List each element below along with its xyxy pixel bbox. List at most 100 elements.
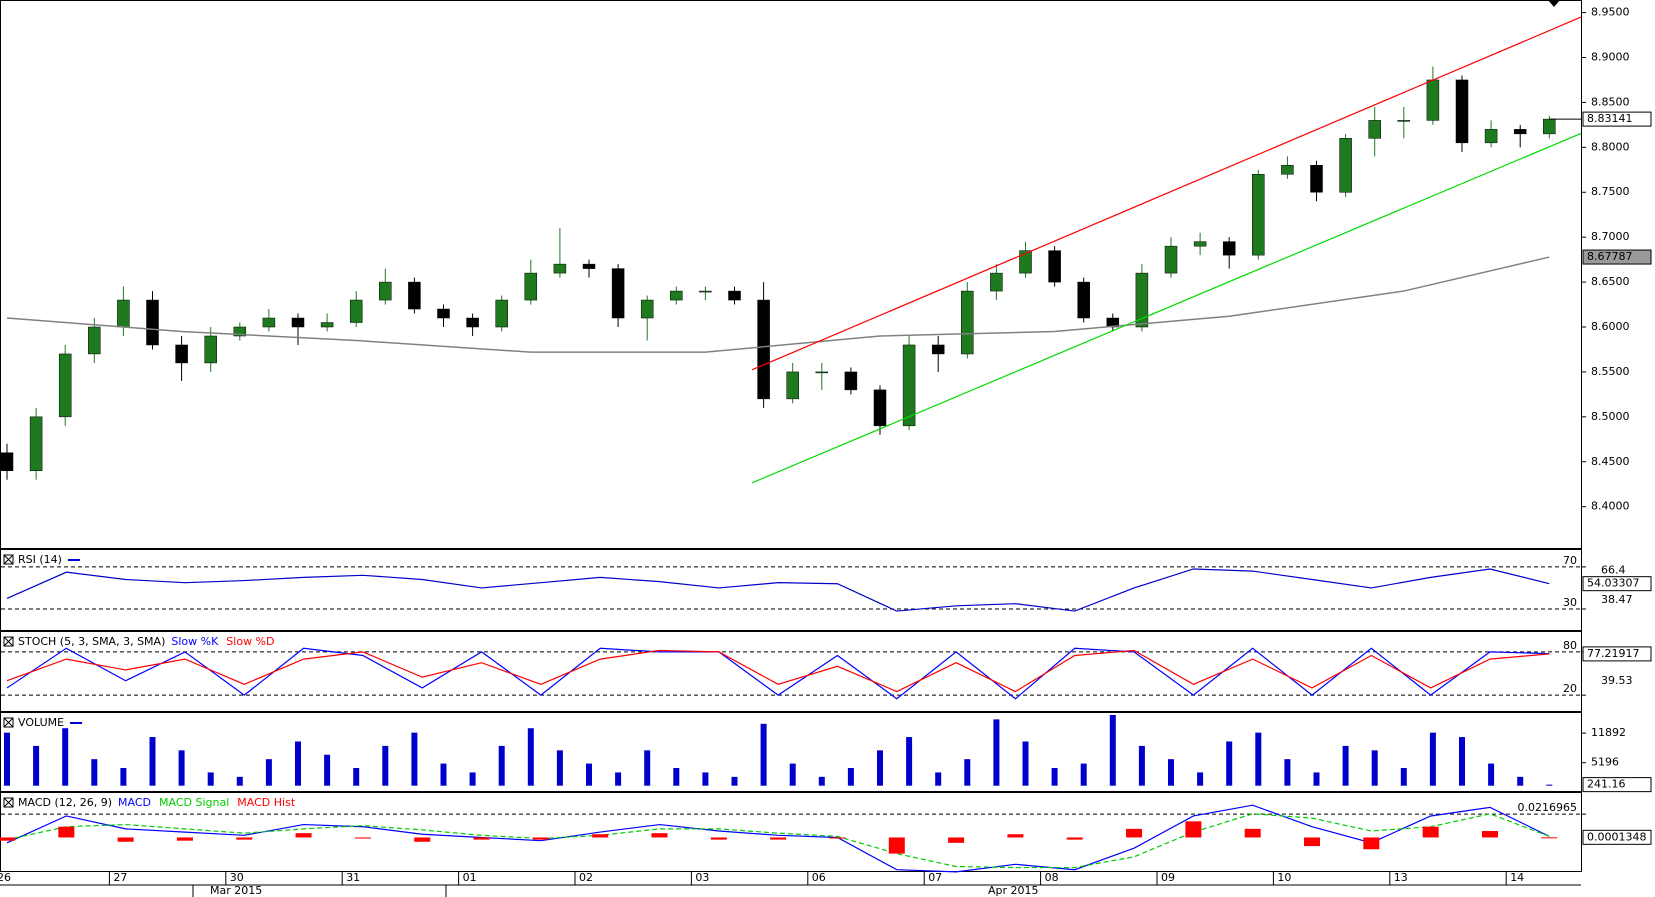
candle-body: [640, 299, 654, 319]
bar: [731, 776, 738, 786]
histogram-bar: [710, 837, 727, 840]
histogram-bar: [1541, 837, 1558, 839]
candle-body: [466, 317, 479, 328]
x-tick-label: 14: [1510, 871, 1524, 884]
histogram-bar: [117, 837, 134, 842]
value-box: [1582, 777, 1652, 793]
x-tick-label: 08: [1045, 871, 1059, 884]
month-label: Apr 2015: [988, 884, 1039, 897]
toggle-cross: [3, 797, 14, 808]
y-tick-label: 8.5000: [1591, 410, 1630, 423]
candle-body: [1397, 120, 1411, 122]
candle-body: [204, 335, 217, 364]
panel-frame: [0, 712, 1582, 792]
value-box-label: 8.67787: [1587, 250, 1633, 263]
panel-title: VOLUME: [18, 716, 64, 729]
candle-body: [670, 290, 683, 301]
histogram-bar: [532, 837, 549, 840]
candle-body: [1222, 241, 1236, 256]
channel-line: [751, 16, 1582, 371]
bar: [4, 732, 10, 786]
x-tick-label: 27: [113, 871, 127, 884]
bar: [935, 772, 942, 786]
scroll-marker: [1548, 0, 1560, 7]
toggle-cross: [3, 554, 14, 565]
bar: [469, 772, 476, 786]
histogram-bar: [1481, 831, 1498, 838]
value-box: [1582, 111, 1652, 127]
bar: [207, 772, 214, 786]
bar: [993, 719, 1000, 786]
bar: [760, 723, 767, 786]
bar: [1313, 772, 1320, 786]
x-tick-label: 01: [463, 871, 477, 884]
bar: [33, 745, 40, 786]
candle-body: [1252, 174, 1265, 256]
bar: [91, 759, 98, 786]
value-box-label: 54.03307: [1587, 577, 1640, 590]
bar: [265, 759, 272, 786]
legend-entry: MACD: [118, 796, 151, 809]
candle-body: [1426, 79, 1440, 121]
histogram-bar: [295, 833, 312, 838]
value-box: [1582, 576, 1652, 592]
candle-body: [728, 290, 741, 301]
bar: [877, 750, 883, 786]
candle-body: [408, 281, 421, 310]
candle-body: [1543, 118, 1556, 135]
bar: [1400, 768, 1407, 786]
bar: [1284, 759, 1291, 786]
indicator-line: [6, 568, 1550, 612]
bar: [1488, 763, 1495, 786]
histogram-bar: [592, 834, 609, 838]
candle-body: [582, 263, 596, 269]
candle-body: [553, 263, 567, 274]
bar: [615, 772, 622, 786]
candle-body: [1048, 250, 1061, 283]
bar: [586, 763, 592, 786]
x-tick-label: 06: [812, 871, 826, 884]
bar: [1168, 759, 1174, 786]
candle-body: [1281, 165, 1294, 175]
value-box-label: 241.16: [1587, 778, 1626, 791]
bar: [1546, 784, 1553, 786]
candle-body: [320, 322, 334, 328]
panel-frame: [0, 549, 1582, 631]
bar: [673, 768, 680, 786]
candle-body: [233, 326, 247, 337]
candle-body: [262, 317, 276, 328]
bar: [1197, 772, 1204, 786]
legend-entry: Slow %K: [171, 635, 219, 648]
histogram-bar: [1066, 837, 1083, 840]
candle-body: [175, 344, 188, 364]
bar: [789, 763, 796, 786]
histogram-bar: [354, 837, 371, 839]
histogram-bar: [1244, 828, 1261, 838]
candle-body: [1368, 120, 1381, 139]
value-box: [1582, 249, 1652, 265]
bar: [178, 750, 185, 786]
bar: [440, 763, 447, 786]
candle-body: [1455, 79, 1469, 144]
y-tick-label: 8.4500: [1591, 455, 1630, 468]
bar: [1429, 732, 1436, 786]
candle-body: [0, 452, 14, 471]
x-tick-label: 30: [230, 871, 244, 884]
channel-line: [751, 132, 1582, 484]
bar: [556, 750, 563, 786]
bar: [353, 768, 360, 786]
toggle-cross: [3, 717, 14, 728]
y-tick-label: 8.6500: [1591, 275, 1630, 288]
bar: [62, 728, 69, 786]
panel-title: MACD (12, 26, 9): [18, 796, 112, 809]
x-tick-label: 07: [928, 871, 942, 884]
candle-body: [1310, 165, 1323, 193]
value-box: [1582, 829, 1652, 845]
bar: [1051, 768, 1058, 786]
candle-body: [349, 299, 363, 323]
candle-body: [495, 299, 508, 328]
value-box-label: 8.83141: [1587, 112, 1633, 125]
histogram-bar: [414, 837, 431, 842]
